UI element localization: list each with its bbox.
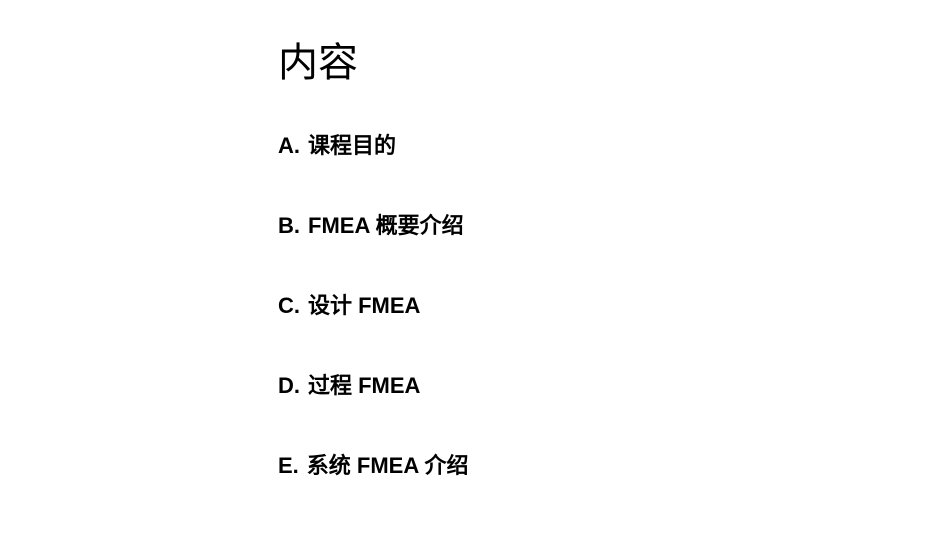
item-marker: A. xyxy=(278,133,300,159)
item-marker: D. xyxy=(278,373,300,399)
item-marker: C. xyxy=(278,293,300,319)
content-container: 内容 A. 课程目的 B. FMEA 概要介绍 C. 设计 FMEA D. 过程… xyxy=(278,30,469,528)
list-item: E. 系统 FMEA 介绍 xyxy=(278,448,469,480)
page-title: 内容 xyxy=(278,30,469,88)
item-text: 设计 FMEA xyxy=(308,288,420,320)
list-item: D. 过程 FMEA xyxy=(278,368,469,400)
item-text: FMEA 概要介绍 xyxy=(308,208,464,240)
list-item: B. FMEA 概要介绍 xyxy=(278,208,469,240)
list-item: C. 设计 FMEA xyxy=(278,288,469,320)
item-marker: B. xyxy=(278,213,300,239)
item-marker: E. xyxy=(278,453,299,479)
item-text: 课程目的 xyxy=(308,128,396,160)
list-item: A. 课程目的 xyxy=(278,128,469,160)
item-text: 过程 FMEA xyxy=(308,368,420,400)
item-text: 系统 FMEA 介绍 xyxy=(307,448,469,480)
